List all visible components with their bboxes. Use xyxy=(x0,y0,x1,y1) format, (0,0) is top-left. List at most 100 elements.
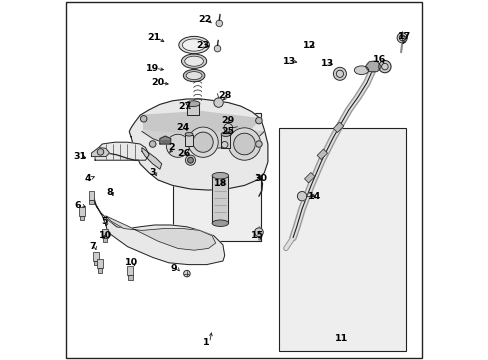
Text: 19: 19 xyxy=(146,64,159,73)
Text: 25: 25 xyxy=(221,127,234,136)
Polygon shape xyxy=(160,136,170,144)
Circle shape xyxy=(336,70,343,77)
Polygon shape xyxy=(129,99,267,190)
Text: 12: 12 xyxy=(302,41,315,50)
FancyBboxPatch shape xyxy=(89,200,94,204)
Text: 17: 17 xyxy=(397,32,410,41)
Circle shape xyxy=(213,98,223,107)
Circle shape xyxy=(255,141,262,147)
Text: 2: 2 xyxy=(168,143,175,152)
Text: 31: 31 xyxy=(73,152,86,161)
Ellipse shape xyxy=(185,132,193,136)
Circle shape xyxy=(185,155,195,165)
Circle shape xyxy=(187,157,193,163)
Text: 6: 6 xyxy=(75,201,81,210)
Circle shape xyxy=(233,133,255,155)
Ellipse shape xyxy=(186,101,200,107)
Ellipse shape xyxy=(366,61,380,72)
Ellipse shape xyxy=(354,66,368,75)
Circle shape xyxy=(297,192,306,201)
Text: 30: 30 xyxy=(254,174,266,183)
Polygon shape xyxy=(95,142,149,160)
Text: 8: 8 xyxy=(106,188,113,197)
Circle shape xyxy=(193,132,213,152)
Circle shape xyxy=(255,117,262,124)
Circle shape xyxy=(254,228,263,237)
Polygon shape xyxy=(106,216,215,250)
FancyBboxPatch shape xyxy=(102,229,107,238)
Text: 13: 13 xyxy=(283,57,295,66)
Text: 27: 27 xyxy=(178,102,191,111)
Text: 18: 18 xyxy=(214,179,227,188)
FancyBboxPatch shape xyxy=(79,207,84,216)
Circle shape xyxy=(216,20,222,27)
Circle shape xyxy=(333,67,346,80)
Text: 9: 9 xyxy=(171,264,177,273)
Polygon shape xyxy=(91,148,109,157)
Text: 10: 10 xyxy=(124,258,138,267)
FancyBboxPatch shape xyxy=(102,238,107,242)
Circle shape xyxy=(228,128,260,160)
Bar xyxy=(278,128,406,351)
Ellipse shape xyxy=(179,36,209,54)
Circle shape xyxy=(224,123,232,132)
Ellipse shape xyxy=(186,72,202,80)
Bar xyxy=(304,172,314,183)
Text: 1: 1 xyxy=(203,338,209,347)
FancyBboxPatch shape xyxy=(94,261,98,265)
Text: 15: 15 xyxy=(250,231,263,240)
Ellipse shape xyxy=(183,69,204,82)
Ellipse shape xyxy=(184,56,203,66)
Text: 24: 24 xyxy=(176,123,189,132)
FancyBboxPatch shape xyxy=(97,259,102,268)
Polygon shape xyxy=(142,148,162,169)
Bar xyxy=(316,149,327,159)
Text: 26: 26 xyxy=(177,149,190,158)
Circle shape xyxy=(140,116,146,122)
Text: 28: 28 xyxy=(218,91,231,100)
Bar xyxy=(172,113,260,241)
FancyBboxPatch shape xyxy=(88,191,94,200)
Ellipse shape xyxy=(221,132,230,136)
Circle shape xyxy=(381,63,387,70)
FancyBboxPatch shape xyxy=(128,275,132,280)
Text: 5: 5 xyxy=(101,217,107,226)
Polygon shape xyxy=(185,135,192,146)
Polygon shape xyxy=(212,176,228,223)
Circle shape xyxy=(149,141,156,147)
Circle shape xyxy=(166,134,189,157)
FancyBboxPatch shape xyxy=(80,216,84,220)
FancyBboxPatch shape xyxy=(98,268,102,273)
Circle shape xyxy=(396,33,407,43)
Circle shape xyxy=(97,149,103,155)
Text: 7: 7 xyxy=(89,242,95,251)
Polygon shape xyxy=(186,104,199,115)
Text: 23: 23 xyxy=(196,41,209,50)
Polygon shape xyxy=(143,112,260,133)
Text: 11: 11 xyxy=(334,334,347,343)
Text: 3: 3 xyxy=(149,168,156,177)
Text: 14: 14 xyxy=(307,192,321,201)
Circle shape xyxy=(214,45,220,52)
Circle shape xyxy=(399,35,404,41)
Text: 16: 16 xyxy=(372,55,386,64)
Text: 29: 29 xyxy=(221,116,234,125)
Polygon shape xyxy=(365,62,381,72)
Bar xyxy=(333,122,343,132)
Text: 21: 21 xyxy=(147,33,160,42)
FancyBboxPatch shape xyxy=(93,252,99,261)
Polygon shape xyxy=(94,198,224,265)
Text: 10: 10 xyxy=(99,231,112,240)
Circle shape xyxy=(378,60,390,73)
Polygon shape xyxy=(142,131,264,148)
Text: 4: 4 xyxy=(84,174,91,183)
FancyBboxPatch shape xyxy=(127,266,133,275)
Circle shape xyxy=(221,141,227,148)
Circle shape xyxy=(187,127,218,157)
Ellipse shape xyxy=(212,220,228,226)
Ellipse shape xyxy=(182,39,205,51)
Text: 20: 20 xyxy=(150,78,163,87)
Polygon shape xyxy=(221,135,230,148)
Circle shape xyxy=(183,270,190,277)
Text: 22: 22 xyxy=(198,15,211,24)
